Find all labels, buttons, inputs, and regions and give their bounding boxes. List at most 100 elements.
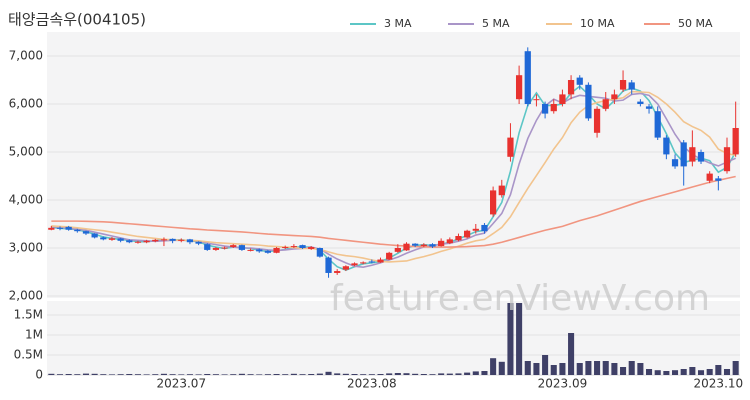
legend-label: 5 MA bbox=[482, 17, 510, 30]
volume-tick-label: 0 bbox=[35, 368, 43, 382]
volume-bar bbox=[221, 374, 228, 375]
candle-body bbox=[689, 147, 696, 162]
volume-bar bbox=[697, 370, 705, 375]
candle-body bbox=[645, 106, 653, 109]
candle-body bbox=[143, 240, 150, 243]
candle-body bbox=[256, 249, 263, 252]
candle-body bbox=[351, 263, 358, 266]
volume-bar bbox=[594, 361, 601, 375]
volume-bar bbox=[542, 355, 549, 375]
volume-bar bbox=[550, 365, 557, 375]
volume-bar bbox=[377, 374, 384, 375]
volume-bar bbox=[186, 374, 193, 375]
volume-bar bbox=[620, 367, 627, 375]
volume-bar bbox=[264, 374, 271, 375]
candle-body bbox=[697, 152, 705, 162]
volume-tick-label: 0.5M bbox=[14, 348, 43, 362]
volume-bar bbox=[576, 363, 583, 375]
candle-body bbox=[325, 257, 332, 273]
volume-bar bbox=[472, 371, 479, 375]
volume-bar bbox=[680, 369, 687, 375]
volume-bar bbox=[299, 374, 306, 375]
candle-body bbox=[126, 240, 133, 243]
legend-label: 10 MA bbox=[580, 17, 615, 30]
legend-label: 50 MA bbox=[678, 17, 713, 30]
candle-body bbox=[56, 227, 64, 229]
y-tick-label: 4,000 bbox=[9, 193, 43, 207]
candle-body bbox=[282, 247, 289, 249]
x-tick-label: 2023.07 bbox=[156, 377, 206, 391]
candle-body bbox=[368, 261, 375, 263]
volume-bar bbox=[394, 373, 401, 375]
candle-body bbox=[394, 248, 401, 252]
volume-bar bbox=[403, 373, 410, 375]
volume-bar bbox=[195, 374, 202, 375]
volume-bar bbox=[481, 371, 488, 375]
volume-tick-label: 1.5M bbox=[14, 308, 43, 322]
ma-line bbox=[51, 92, 736, 269]
volume-bar bbox=[247, 374, 254, 375]
candle-body bbox=[403, 243, 410, 251]
volume-bar bbox=[65, 374, 72, 375]
candle-body bbox=[559, 94, 566, 104]
candle-body bbox=[160, 239, 168, 241]
candle-body bbox=[706, 173, 713, 181]
candle-body bbox=[602, 99, 609, 109]
candle-body bbox=[490, 190, 497, 215]
volume-bar bbox=[438, 373, 445, 375]
candle-body bbox=[732, 128, 739, 155]
volume-bar bbox=[282, 374, 289, 375]
candle-body bbox=[377, 259, 384, 263]
volume-bar bbox=[507, 303, 514, 375]
volume-bar bbox=[723, 369, 731, 375]
volume-bar bbox=[82, 373, 90, 375]
candle-body bbox=[290, 246, 297, 248]
volume-bar bbox=[498, 361, 505, 375]
volume-bar bbox=[663, 371, 670, 375]
volume-bar bbox=[455, 373, 462, 375]
volume-bar bbox=[568, 333, 575, 375]
volume-bar bbox=[585, 361, 592, 375]
volume-bar bbox=[108, 374, 116, 375]
watermark: feature.enViewV.com bbox=[330, 278, 710, 319]
y-tick-label: 5,000 bbox=[9, 145, 43, 159]
y-tick-label: 3,000 bbox=[9, 241, 43, 255]
volume-bar bbox=[646, 369, 653, 375]
volume-bar bbox=[56, 374, 64, 375]
candle-body bbox=[593, 108, 601, 133]
volume-bar bbox=[464, 372, 471, 375]
candle-body bbox=[74, 229, 81, 232]
volume-bar bbox=[290, 373, 297, 375]
candle-body bbox=[533, 99, 540, 101]
volume-bar bbox=[706, 369, 713, 375]
candle-body bbox=[100, 237, 107, 240]
volume-bar bbox=[420, 374, 427, 375]
candle-body bbox=[671, 159, 679, 167]
volume-bar bbox=[316, 373, 323, 375]
candle-body bbox=[264, 250, 272, 253]
volume-bar bbox=[671, 370, 679, 375]
volume-bar bbox=[178, 374, 185, 375]
candle-body bbox=[611, 94, 618, 100]
candle-body bbox=[715, 178, 722, 181]
candle-body bbox=[152, 239, 159, 242]
volume-bar bbox=[204, 374, 211, 375]
volume-bar bbox=[516, 303, 523, 375]
volume-bar bbox=[386, 373, 393, 375]
candle-body bbox=[498, 185, 505, 196]
volume-bar bbox=[689, 367, 696, 375]
x-tick-label: 2023.08 bbox=[347, 377, 397, 391]
y-tick-label: 2,000 bbox=[9, 289, 43, 303]
volume-bar bbox=[490, 358, 497, 375]
volume-bar bbox=[602, 361, 609, 375]
volume-bar bbox=[715, 365, 722, 375]
candle-body bbox=[308, 247, 315, 249]
volume-bar bbox=[429, 374, 436, 375]
volume-bar bbox=[126, 374, 133, 375]
volume-bar bbox=[212, 374, 219, 375]
candle-body bbox=[212, 248, 220, 250]
volume-bar bbox=[351, 374, 358, 375]
candle-body bbox=[48, 227, 55, 230]
legend-label: 3 MA bbox=[384, 17, 412, 30]
